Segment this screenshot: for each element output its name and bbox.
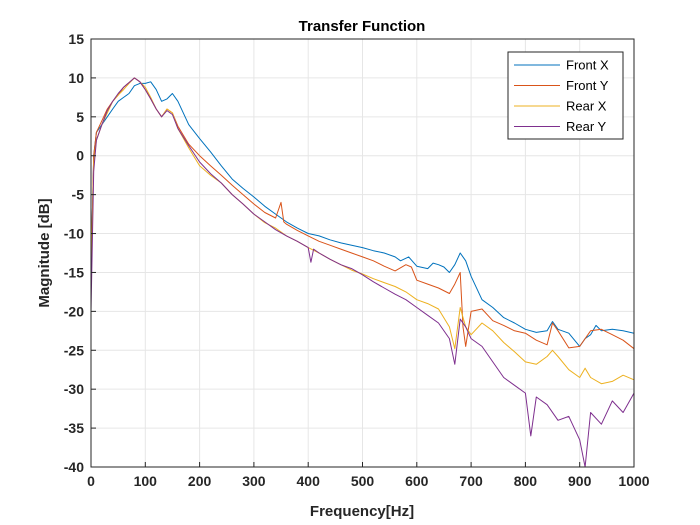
legend-box [507, 51, 624, 140]
y-axis-label: Magnitude [dB] [36, 198, 53, 307]
y-tick-label: -10 [64, 226, 84, 242]
series-line-front-x [90, 81, 635, 347]
x-tick-label: 200 [188, 473, 212, 489]
x-axis-label: Frequency[Hz] [310, 503, 414, 520]
x-tick-label: 500 [351, 473, 375, 489]
x-tick-label: 400 [297, 473, 321, 489]
x-tick-label: 800 [514, 473, 538, 489]
series-lines [90, 77, 635, 468]
y-tick-label: 10 [68, 70, 84, 86]
legend: Front X Front Y Rear X Rear Y [507, 51, 624, 140]
legend-label-front-y: Front Y [566, 78, 609, 93]
y-tick-label: -5 [72, 187, 85, 203]
chart-title: Transfer Function [299, 18, 426, 35]
x-tick-labels: 0 100 200 300 400 500 600 700 800 900 1000 [87, 462, 650, 489]
x-tick-label: 300 [242, 473, 266, 489]
series-line-rear-y [90, 77, 635, 468]
legend-label-front-x: Front X [566, 58, 609, 73]
y-tick-label: 5 [76, 109, 84, 125]
y-tick-label: 15 [68, 31, 84, 47]
x-tick-label: 100 [134, 473, 158, 489]
x-tick-label: 900 [568, 473, 592, 489]
y-tick-label: 0 [76, 148, 84, 164]
x-tick-label: 700 [459, 473, 483, 489]
y-tick-label: -25 [64, 342, 84, 358]
y-tick-label: -15 [64, 264, 84, 280]
y-tick-labels: -40 -35 -30 -25 -20 -15 -10 -5 0 5 10 15 [64, 31, 96, 475]
y-tick-label: -35 [64, 420, 84, 436]
y-tick-label: -30 [64, 381, 84, 397]
y-tick-label: -40 [64, 459, 84, 475]
legend-label-rear-y: Rear Y [566, 119, 607, 134]
y-tick-label: -20 [64, 303, 84, 319]
x-tick-label: 0 [87, 473, 95, 489]
legend-label-rear-x: Rear X [566, 99, 607, 114]
x-tick-label: 600 [405, 473, 429, 489]
x-tick-label: 1000 [618, 473, 649, 489]
